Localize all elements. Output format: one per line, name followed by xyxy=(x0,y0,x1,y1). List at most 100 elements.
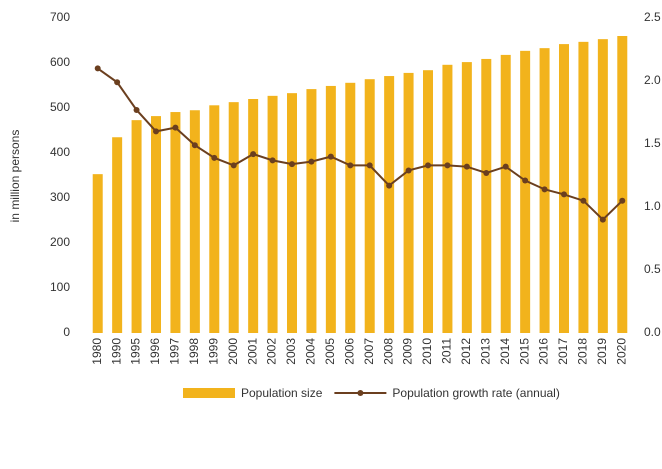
line-point xyxy=(114,79,121,86)
y-tick-label: 300 xyxy=(50,190,70,204)
bar xyxy=(520,50,531,333)
x-tick-label: 2019 xyxy=(595,338,609,365)
y-tick-label: 200 xyxy=(50,235,70,249)
x-tick-label: 2002 xyxy=(265,338,279,365)
bar xyxy=(228,102,239,334)
line-point xyxy=(366,162,373,169)
legend-label: Population growth rate (annual) xyxy=(392,386,559,400)
line xyxy=(97,67,623,221)
bar xyxy=(442,64,453,334)
bar xyxy=(189,110,200,333)
line-point xyxy=(580,197,587,204)
x-tick-label: 1995 xyxy=(129,338,143,365)
x-tick-label: 2020 xyxy=(614,338,628,365)
line-point xyxy=(327,153,334,160)
x-tick-label: 2013 xyxy=(478,338,492,365)
y2-tick-label: 1.0 xyxy=(644,199,661,213)
line-point xyxy=(405,167,412,174)
line-point xyxy=(619,197,626,204)
line-point xyxy=(191,142,198,149)
line-point xyxy=(386,182,393,189)
bar xyxy=(559,44,569,333)
y-tick-label: 100 xyxy=(50,280,70,294)
bar xyxy=(578,41,589,333)
bar xyxy=(92,174,103,333)
bar xyxy=(364,79,375,333)
x-tick-label: 1997 xyxy=(168,338,182,365)
line-point xyxy=(502,163,509,170)
x-tick-label: 2011 xyxy=(440,338,454,364)
bar xyxy=(209,105,220,333)
x-tick-label: 2018 xyxy=(576,338,590,365)
line-point xyxy=(94,65,101,72)
x-tick-label: 1999 xyxy=(206,338,220,365)
line-point xyxy=(444,162,451,169)
line-point xyxy=(522,177,529,184)
x-tick-label: 1996 xyxy=(148,338,162,365)
x-tick-label: 2007 xyxy=(362,338,376,365)
x-tick-label: 2012 xyxy=(459,338,473,365)
bar xyxy=(267,95,278,333)
x-tick-label: 2004 xyxy=(304,338,318,365)
x-tick-label: 2010 xyxy=(420,338,434,365)
x-tick-label: 2009 xyxy=(401,338,415,365)
bar xyxy=(461,62,472,333)
bar xyxy=(325,85,336,333)
bar xyxy=(481,58,492,333)
line-point xyxy=(599,216,606,223)
bar xyxy=(423,70,433,333)
legend-swatch xyxy=(357,390,364,396)
y2-tick-label: 2.5 xyxy=(644,10,661,24)
x-tick-label: 2014 xyxy=(498,338,512,365)
line-point xyxy=(425,162,431,169)
x-tick-label: 2017 xyxy=(556,338,570,365)
x-tick-label: 2015 xyxy=(517,338,531,365)
bar xyxy=(617,36,628,333)
bar xyxy=(500,54,511,334)
bar xyxy=(345,82,356,333)
line-point xyxy=(289,161,295,168)
bar xyxy=(597,39,608,334)
x-tick-label: 2000 xyxy=(226,338,240,365)
x-tick-label: 2003 xyxy=(284,338,298,365)
y-tick-label: 600 xyxy=(50,55,70,69)
x-tick-label: 2001 xyxy=(245,338,259,365)
y2-tick-label: 0.0 xyxy=(644,325,661,339)
line-point xyxy=(308,158,315,165)
bar xyxy=(384,76,395,334)
y-tick-label: 500 xyxy=(50,100,70,114)
bar xyxy=(151,116,161,333)
bar xyxy=(287,93,297,334)
bar xyxy=(248,99,259,333)
line-point xyxy=(347,162,354,169)
bar xyxy=(170,112,181,333)
y2-tick-label: 0.5 xyxy=(644,262,661,276)
line-point xyxy=(211,154,218,161)
x-tick-label: 1998 xyxy=(187,338,201,365)
y-tick-label: 400 xyxy=(50,145,70,159)
y-tick-label: 0 xyxy=(63,325,70,339)
x-tick-label: 1980 xyxy=(90,338,104,365)
x-tick-label: 2006 xyxy=(342,338,356,365)
line-point xyxy=(483,169,490,176)
line-point xyxy=(230,162,237,169)
line-point xyxy=(153,128,159,135)
bar xyxy=(306,89,317,333)
x-tick-label: 2005 xyxy=(323,338,337,365)
y-axis-label: in million persons xyxy=(8,130,22,223)
line-point xyxy=(269,157,276,164)
bar xyxy=(112,137,123,333)
line-point xyxy=(541,186,548,193)
x-tick-label: 2016 xyxy=(537,338,551,365)
y2-tick-label: 2.0 xyxy=(644,73,661,87)
line-point xyxy=(561,191,567,198)
bar xyxy=(403,72,414,334)
legend-label: Population size xyxy=(241,386,323,400)
x-tick-label: 2008 xyxy=(381,338,395,365)
bar xyxy=(131,120,142,334)
line-point xyxy=(172,124,179,131)
x-tick-label: 1990 xyxy=(109,338,123,365)
y2-tick-label: 1.5 xyxy=(644,136,661,150)
line-point xyxy=(463,163,470,170)
